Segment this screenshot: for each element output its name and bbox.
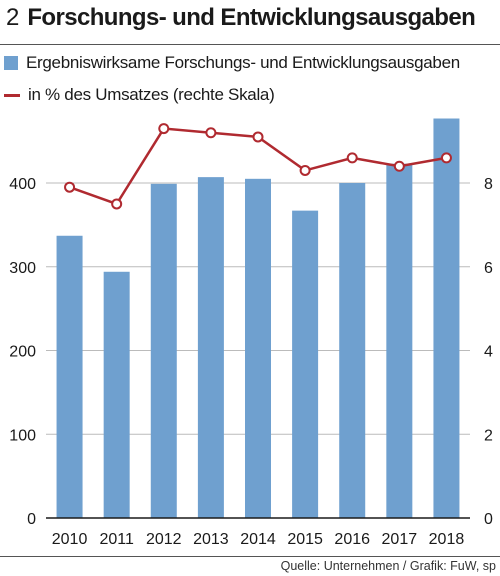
line-point-2016 xyxy=(346,152,358,164)
y-left-tick-label: 200 xyxy=(9,344,36,361)
figure-number: 2 xyxy=(6,4,20,31)
x-tick-label: 2010 xyxy=(52,531,88,548)
bar-2014 xyxy=(245,178,271,518)
y-left-tick-label: 400 xyxy=(9,176,36,193)
bar-2010 xyxy=(56,235,83,518)
bar-2013 xyxy=(197,177,224,518)
source-note: Quelle: Unternehmen / Grafik: FuW, sp xyxy=(280,559,496,573)
x-tick-label: 2018 xyxy=(429,531,465,548)
y-right-tick-label: 2 xyxy=(484,427,493,444)
bar-2011 xyxy=(103,271,130,518)
x-tick-label: 2014 xyxy=(240,531,276,548)
bar-2017 xyxy=(386,163,413,519)
y-right-tick-label: 6 xyxy=(484,260,493,277)
x-tick-label: 2015 xyxy=(287,531,323,548)
legend-bar-swatch xyxy=(4,56,18,70)
line-point-2010 xyxy=(64,181,76,193)
x-tick-label: 2013 xyxy=(193,531,229,548)
chart-title-row: 2 Forschungs- und Entwicklungsausgaben xyxy=(6,4,476,38)
line-point-2015 xyxy=(299,164,311,176)
footer-rule xyxy=(0,556,500,557)
y-right-tick-label: 8 xyxy=(484,176,493,193)
line-point-2011 xyxy=(111,198,123,210)
bar-2016 xyxy=(339,183,366,518)
bar-2018 xyxy=(433,118,460,518)
line-point-2017 xyxy=(393,160,405,172)
x-tick-label: 2011 xyxy=(99,531,134,548)
line-point-2012 xyxy=(158,123,170,135)
y-right-tick-label: 0 xyxy=(484,511,493,528)
line-point-2013 xyxy=(205,127,217,139)
y-right-tick-label: 4 xyxy=(484,344,493,361)
y-left-tick-label: 100 xyxy=(9,427,36,444)
x-tick-label: 2016 xyxy=(334,531,370,548)
title-rule xyxy=(0,44,500,45)
x-tick-label: 2017 xyxy=(382,531,418,548)
x-tick-label: 2012 xyxy=(146,531,182,548)
line-point-2018 xyxy=(440,152,452,164)
bar-2015 xyxy=(292,210,319,518)
legend-bars-label: Ergebniswirksame Forschungs- und Entwick… xyxy=(26,53,460,72)
y-left-tick-label: 0 xyxy=(27,511,36,528)
line-point-2014 xyxy=(252,131,264,143)
bar-2012 xyxy=(150,183,177,518)
y-left-tick-label: 300 xyxy=(9,260,36,277)
legend-line-label: in % des Umsatzes (rechte Skala) xyxy=(28,85,275,104)
legend-line-swatch xyxy=(4,93,20,97)
chart-title: Forschungs- und Entwicklungsausgaben xyxy=(27,4,476,31)
legend-item-bars: Ergebniswirksame Forschungs- und Entwick… xyxy=(4,53,460,73)
legend-item-line: in % des Umsatzes (rechte Skala) xyxy=(4,85,275,105)
